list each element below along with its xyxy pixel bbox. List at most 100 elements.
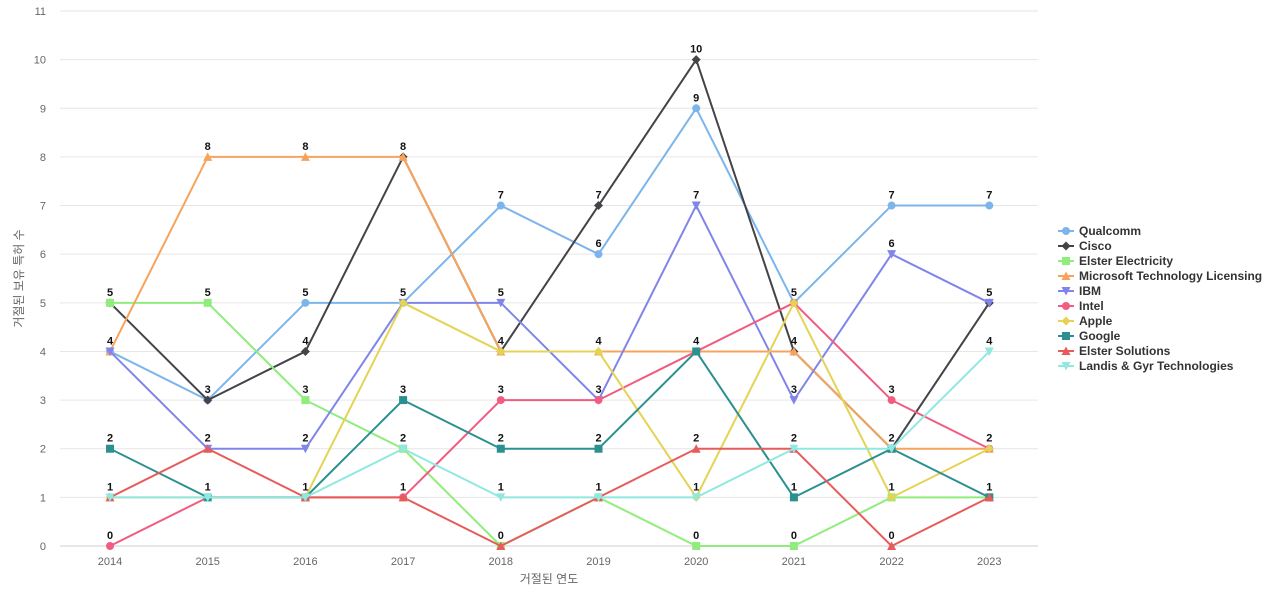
data-point xyxy=(106,542,114,550)
y-tick-label: 2 xyxy=(40,444,46,456)
data-point xyxy=(789,444,799,454)
data-point xyxy=(887,541,897,550)
legend-item[interactable]: Intel xyxy=(1058,299,1104,313)
y-tick-label: 6 xyxy=(40,249,46,261)
data-point xyxy=(887,492,897,502)
data-label: 4 xyxy=(986,335,993,347)
legend-marker xyxy=(1061,271,1071,280)
legend-item[interactable]: Landis & Gyr Technologies xyxy=(1058,359,1234,373)
series-google xyxy=(106,347,994,502)
data-label: 4 xyxy=(791,335,798,347)
data-label: 6 xyxy=(889,238,895,250)
legend-marker xyxy=(1061,346,1071,355)
data-label: 1 xyxy=(400,481,406,493)
y-tick-label: 3 xyxy=(40,395,46,407)
data-point xyxy=(398,152,408,161)
data-point xyxy=(105,347,115,356)
data-label: 7 xyxy=(889,190,895,202)
data-point xyxy=(106,444,114,453)
data-label: 7 xyxy=(693,190,699,202)
legend-label: Elster Electricity xyxy=(1079,254,1173,268)
data-label: 2 xyxy=(889,433,895,445)
data-label: 4 xyxy=(595,335,602,347)
data-label: 5 xyxy=(986,287,992,299)
data-label: 10 xyxy=(690,44,702,56)
legend-label: Qualcomm xyxy=(1079,224,1141,238)
legend-item[interactable]: Microsoft Technology Licensing xyxy=(1058,269,1262,283)
legend-marker xyxy=(1062,302,1070,310)
data-label: 4 xyxy=(107,335,114,347)
data-label: 6 xyxy=(595,238,601,250)
data-label: 5 xyxy=(791,287,797,299)
x-tick-label: 2017 xyxy=(391,556,415,568)
legend-item[interactable]: Elster Electricity xyxy=(1058,254,1173,268)
data-label: 1 xyxy=(693,481,699,493)
data-point xyxy=(398,298,408,308)
data-point xyxy=(789,542,798,550)
data-point xyxy=(594,396,603,405)
data-point xyxy=(594,346,603,356)
series-line xyxy=(109,204,990,450)
legend-item[interactable]: Apple xyxy=(1058,314,1113,328)
y-tick-label: 0 xyxy=(40,541,46,553)
legend-item[interactable]: Cisco xyxy=(1058,239,1112,253)
data-point xyxy=(300,444,310,454)
data-point xyxy=(692,542,701,550)
data-point xyxy=(692,104,701,113)
series-line xyxy=(109,447,990,547)
y-tick-label: 8 xyxy=(40,152,46,164)
data-point xyxy=(399,396,408,405)
legend-item[interactable]: Google xyxy=(1058,329,1121,343)
legend-marker xyxy=(1062,227,1070,235)
data-label: 5 xyxy=(498,287,504,299)
data-label: 1 xyxy=(986,481,992,493)
data-point xyxy=(398,444,408,454)
data-label: 1 xyxy=(107,481,113,493)
data-point xyxy=(301,298,310,307)
x-axis-title: 거절된 연도 xyxy=(520,572,579,586)
data-point xyxy=(496,201,505,210)
series-ibm xyxy=(105,201,994,454)
y-tick-label: 4 xyxy=(40,346,46,358)
data-label: 3 xyxy=(302,384,308,396)
data-point xyxy=(789,493,798,502)
legend-label: IBM xyxy=(1079,284,1101,298)
data-point xyxy=(692,347,701,356)
data-label: 3 xyxy=(205,384,211,396)
data-point xyxy=(984,444,994,454)
legend-item[interactable]: Elster Solutions xyxy=(1058,344,1171,358)
data-point xyxy=(300,152,310,161)
legend-item[interactable]: Qualcomm xyxy=(1058,224,1141,238)
x-tick-label: 2019 xyxy=(586,556,610,568)
data-point xyxy=(984,298,994,308)
data-point xyxy=(887,201,896,210)
x-tick-label: 2023 xyxy=(977,556,1001,568)
y-tick-label: 10 xyxy=(34,55,46,67)
data-label: 3 xyxy=(889,384,895,396)
data-label: 3 xyxy=(498,384,504,396)
data-label: 5 xyxy=(302,287,308,299)
x-axis-ticks: 2014 2015 2016 2017 2018 2019 2020 2021 2022 2023 xyxy=(98,556,1002,568)
data-label: 2 xyxy=(986,433,992,445)
data-label: 4 xyxy=(302,335,309,347)
data-label: 7 xyxy=(595,190,601,202)
data-label: 8 xyxy=(302,141,308,153)
series-line xyxy=(110,301,990,547)
data-point xyxy=(203,444,213,453)
data-label: 2 xyxy=(595,433,601,445)
data-point xyxy=(691,493,701,502)
legend-label: Apple xyxy=(1079,314,1113,328)
data-point xyxy=(300,493,310,502)
data-point xyxy=(496,541,506,550)
y-axis-ticks: 0 1 2 3 4 5 6 7 8 9 10 11 xyxy=(34,6,46,553)
legend-label: Cisco xyxy=(1079,239,1112,253)
data-label: 9 xyxy=(693,92,699,104)
data-point xyxy=(398,492,408,502)
y-tick-label: 1 xyxy=(40,492,46,504)
legend-item[interactable]: IBM xyxy=(1058,284,1101,298)
data-point xyxy=(594,201,603,211)
x-tick-label: 2022 xyxy=(879,556,903,568)
data-point xyxy=(203,493,213,502)
data-label: 1 xyxy=(498,481,504,493)
